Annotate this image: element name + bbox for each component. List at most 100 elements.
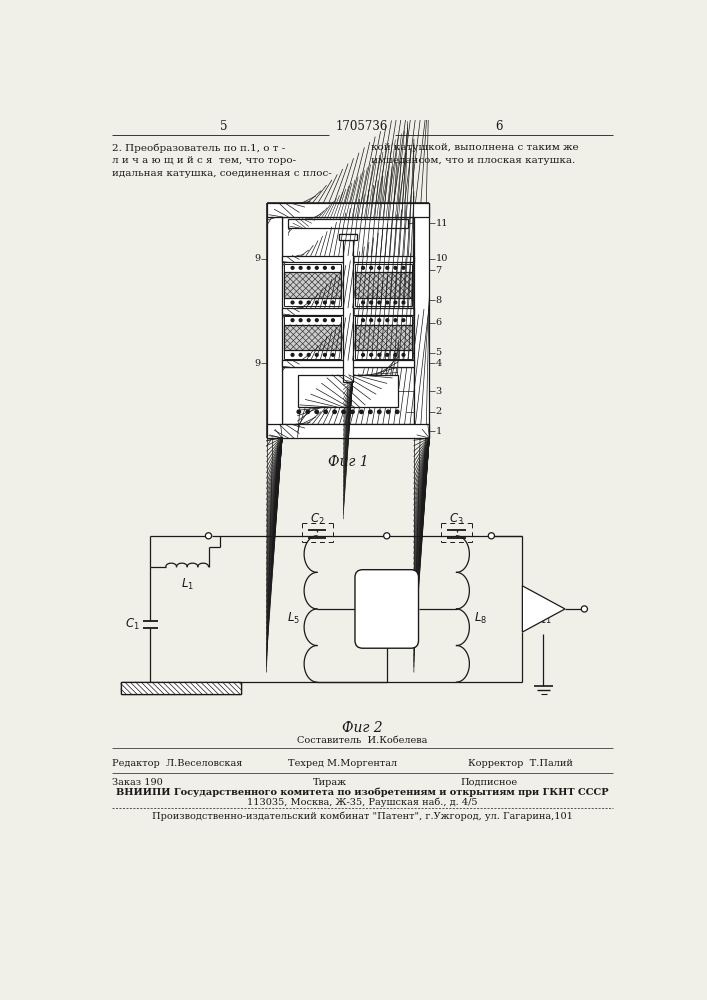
Bar — [267, 203, 429, 217]
Text: Подписное: Подписное — [460, 778, 518, 787]
Text: Производственно-издательский комбинат "Патент", г.Ужгород, ул. Гагарина,101: Производственно-издательский комбинат "П… — [151, 811, 573, 821]
Circle shape — [402, 266, 405, 269]
Text: 8: 8 — [436, 296, 442, 305]
Circle shape — [386, 266, 389, 269]
Circle shape — [324, 266, 326, 269]
Circle shape — [333, 410, 337, 414]
Circle shape — [360, 410, 363, 414]
Circle shape — [306, 410, 310, 414]
Text: 6: 6 — [496, 120, 503, 133]
Circle shape — [324, 319, 326, 322]
Bar — [288, 219, 408, 228]
Text: 5: 5 — [436, 348, 442, 357]
Text: 6: 6 — [436, 318, 442, 327]
Bar — [282, 360, 414, 367]
Circle shape — [315, 353, 318, 356]
Circle shape — [387, 410, 390, 414]
Bar — [298, 375, 398, 407]
Circle shape — [332, 301, 334, 304]
Circle shape — [299, 301, 302, 304]
Circle shape — [332, 266, 334, 269]
Bar — [414, 203, 429, 438]
Text: 9: 9 — [255, 254, 260, 263]
Circle shape — [370, 353, 373, 356]
Circle shape — [394, 301, 397, 304]
Circle shape — [206, 533, 211, 539]
Circle shape — [370, 319, 373, 322]
Circle shape — [378, 353, 380, 356]
Circle shape — [581, 606, 588, 612]
Text: $C_3$: $C_3$ — [449, 511, 464, 527]
Bar — [267, 424, 429, 438]
Circle shape — [395, 410, 399, 414]
Bar — [267, 203, 429, 217]
Bar — [298, 375, 398, 407]
Circle shape — [332, 319, 334, 322]
Circle shape — [308, 353, 310, 356]
Text: Техред М.Моргентал: Техред М.Моргентал — [288, 759, 397, 768]
Bar — [355, 272, 411, 298]
Text: 10: 10 — [436, 254, 448, 263]
Bar — [282, 308, 414, 315]
Circle shape — [291, 319, 294, 322]
Text: $C_1$: $C_1$ — [125, 617, 139, 632]
Bar — [282, 217, 414, 424]
Bar — [282, 367, 414, 424]
Text: $L_0$: $L_0$ — [380, 612, 393, 627]
Text: кой катушкой, выполнена с таким же
импедансом, что и плоская катушка.: кой катушкой, выполнена с таким же импед… — [371, 143, 579, 165]
Circle shape — [362, 266, 364, 269]
Text: 5: 5 — [221, 120, 228, 133]
Bar — [282, 256, 414, 262]
Circle shape — [315, 301, 318, 304]
Circle shape — [489, 533, 494, 539]
Text: Фиг 2: Фиг 2 — [341, 721, 382, 735]
Circle shape — [308, 301, 310, 304]
Circle shape — [368, 410, 372, 414]
Circle shape — [378, 319, 380, 322]
Circle shape — [315, 410, 318, 414]
Circle shape — [315, 319, 318, 322]
Text: $L_8$: $L_8$ — [474, 611, 486, 626]
Circle shape — [351, 410, 354, 414]
Circle shape — [378, 410, 381, 414]
Text: 2: 2 — [436, 407, 442, 416]
Bar — [267, 424, 429, 438]
Circle shape — [386, 301, 389, 304]
Circle shape — [315, 266, 318, 269]
Circle shape — [324, 410, 327, 414]
Circle shape — [402, 353, 405, 356]
Text: 1705736: 1705736 — [336, 120, 388, 133]
Text: Фиг 1: Фиг 1 — [327, 455, 368, 469]
Text: Тираж: Тираж — [313, 778, 347, 787]
Circle shape — [362, 353, 364, 356]
Circle shape — [362, 319, 364, 322]
Circle shape — [297, 410, 300, 414]
Text: Редактор  Л.Веселовская: Редактор Л.Веселовская — [112, 759, 242, 768]
Text: $C_2$: $C_2$ — [310, 511, 325, 527]
Text: $L_1$: $L_1$ — [181, 577, 194, 592]
Bar — [344, 240, 353, 382]
Circle shape — [362, 301, 364, 304]
Bar — [267, 203, 282, 438]
FancyBboxPatch shape — [355, 570, 419, 648]
Text: 9: 9 — [255, 359, 260, 368]
Text: 2. Преобразователь по п.1, о т -
л и ч а ю щ и й с я  тем, что торо-
идальная ка: 2. Преобразователь по п.1, о т - л и ч а… — [112, 143, 332, 178]
Circle shape — [370, 301, 373, 304]
Text: 1: 1 — [436, 427, 442, 436]
Circle shape — [299, 353, 302, 356]
Bar — [414, 203, 429, 438]
Circle shape — [402, 319, 405, 322]
Circle shape — [394, 319, 397, 322]
Circle shape — [384, 533, 390, 539]
Circle shape — [402, 301, 405, 304]
Circle shape — [291, 266, 294, 269]
Text: 113035, Москва, Ж-35, Раушская наб., д. 4/5: 113035, Москва, Ж-35, Раушская наб., д. … — [247, 798, 477, 807]
Text: 7: 7 — [436, 266, 442, 275]
Bar — [267, 203, 282, 438]
Circle shape — [378, 301, 380, 304]
Bar — [121, 682, 241, 694]
Circle shape — [324, 301, 326, 304]
Bar — [284, 325, 341, 350]
Circle shape — [291, 301, 294, 304]
Circle shape — [291, 353, 294, 356]
